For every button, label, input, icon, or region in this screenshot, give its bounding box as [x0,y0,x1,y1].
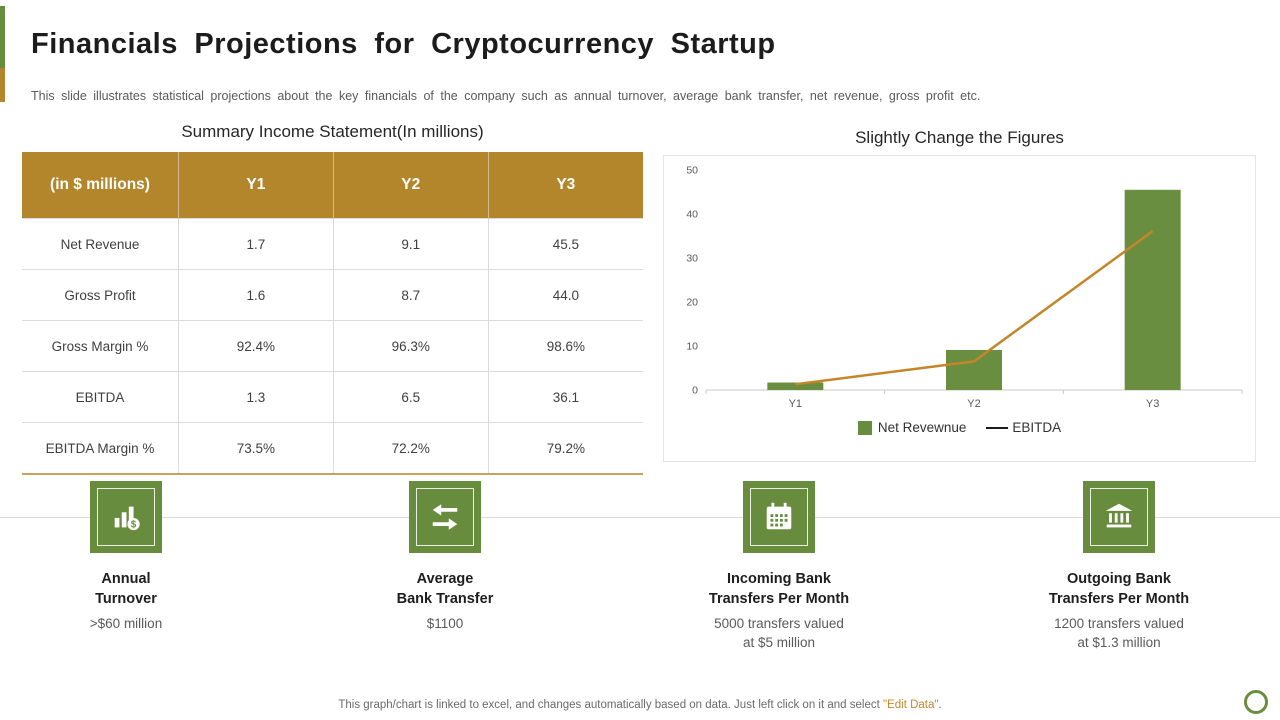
kpi-title: Annual Turnover [95,571,157,607]
table-row: Gross Margin % 92.4% 96.3% 98.6% [22,320,643,372]
left-accent-gold [0,68,5,102]
incoming-transfers-icon-box [743,481,815,553]
page-title: Financials Projections for Cryptocurrenc… [31,28,776,60]
cell: 92.4% [178,320,334,372]
brand-logo [1244,690,1268,714]
icon-frame: $ [97,488,155,546]
col-header: Y3 [487,152,643,219]
footer-text: This graph/chart is linked to excel, and… [338,699,883,711]
kpi-average-bank-transfer: Average Bank Transfer $1100 [325,481,565,633]
col-header: Y1 [178,152,334,219]
page-subtitle: This slide illustrates statistical proje… [31,89,981,103]
table-row: Gross Profit 1.6 8.7 44.0 [22,269,643,321]
row-label: EBITDA [22,371,179,423]
cell: 1.6 [178,269,334,321]
x-tick-label: Y3 [1146,398,1159,410]
calendar-icon [766,502,792,530]
cell: 98.6% [487,320,643,372]
chart-legend: Net Revewnue EBITDA [664,420,1255,435]
cell: 73.5% [178,422,334,474]
cell: 45.5 [487,218,643,270]
cell: 44.0 [487,269,643,321]
row-label: Gross Margin % [22,320,179,372]
bank-icon [1105,503,1133,528]
y-tick-label: 0 [692,385,698,397]
cell: 72.2% [332,422,489,474]
kpi-incoming-transfers: Incoming Bank Transfers Per Month 5000 t… [659,481,899,652]
kpi-value: 5000 transfers valued at $5 million [714,616,844,650]
footer-note: This graph/chart is linked to excel, and… [0,699,1280,711]
table-row: EBITDA Margin % 73.5% 72.2% 79.2% [22,422,643,474]
cell: 1.3 [178,371,334,423]
kpi-annual-turnover: $ Annual Turnover >$60 million [6,481,246,633]
ebitda-line [795,230,1154,386]
legend-label: Net Revewnue [877,420,967,435]
y-tick-label: 50 [686,165,698,177]
income-statement-table: (in $ millions) Y1 Y2 Y3 Net Revenue 1.7… [22,152,643,475]
outgoing-transfers-icon-box [1083,481,1155,553]
kpi-outgoing-transfers: Outgoing Bank Transfers Per Month 1200 t… [999,481,1239,652]
icons-divider-line [0,517,1280,518]
table-header-row: (in $ millions) Y1 Y2 Y3 [22,152,643,219]
legend-item-net-revenue: Net Revewnue [857,420,967,435]
footer-suffix: . [938,699,942,711]
table-row: EBITDA 1.3 6.5 36.1 [22,371,643,423]
cell: 6.5 [332,371,489,423]
embedded-chart[interactable]: 0 10 20 30 40 50 Y1 Y2 Y3 Net Revewnue EBITDA [663,155,1256,462]
annual-turnover-icon-box: $ [90,481,162,553]
legend-item-ebitda: EBITDA [986,420,1061,435]
table-row: Net Revenue 1.7 9.1 45.5 [22,218,643,270]
kpi-title: Average Bank Transfer [396,571,494,607]
bar-Y2 [946,349,1002,390]
kpi-title: Outgoing Bank Transfers Per Month [1048,571,1190,607]
x-tick-label: Y1 [789,398,802,410]
chart-title: Slightly Change the Figures [855,128,1064,147]
col-header: Y2 [332,152,489,219]
edit-data-text: "Edit Data" [882,699,939,711]
bar-chart-dollar-icon: $ [114,506,140,531]
bank-transfer-icon-box [409,481,481,553]
y-tick-label: 30 [686,253,698,265]
transfer-arrows-icon [432,504,458,530]
kpi-value: >$60 million [89,616,163,631]
icon-frame [416,488,474,546]
y-tick-label: 10 [686,341,698,353]
svg-text:$: $ [131,520,137,531]
kpi-value: 1200 transfers valued at $1.3 million [1054,616,1184,650]
cell: 79.2% [487,422,643,474]
cell: 1.7 [178,218,334,270]
kpi-title: Incoming Bank Transfers Per Month [708,571,850,607]
legend-label: EBITDA [1012,420,1062,435]
table-title: Summary Income Statement(In millions) [181,122,484,141]
row-label: EBITDA Margin % [22,422,179,474]
x-tick-label: Y2 [967,398,980,410]
kpi-value: $1100 [426,616,464,631]
bar-Y1 [767,382,824,390]
cell: 9.1 [332,218,489,270]
legend-line-swatch [986,426,1009,429]
icon-frame [1090,488,1148,546]
row-label: Gross Profit [22,269,179,321]
left-accent-green [0,6,5,68]
y-tick-label: 40 [686,209,698,221]
icon-frame [750,488,808,546]
bar-line-chart: 0 10 20 30 40 50 Y1 Y2 Y3 [686,165,1243,410]
y-tick-label: 20 [686,297,698,309]
cell: 8.7 [332,269,489,321]
legend-bar-swatch [857,420,872,435]
bar-Y3 [1124,189,1181,390]
cell: 36.1 [487,371,643,423]
cell: 96.3% [332,320,489,372]
row-label: Net Revenue [22,218,179,270]
col-header: (in $ millions) [22,152,179,219]
